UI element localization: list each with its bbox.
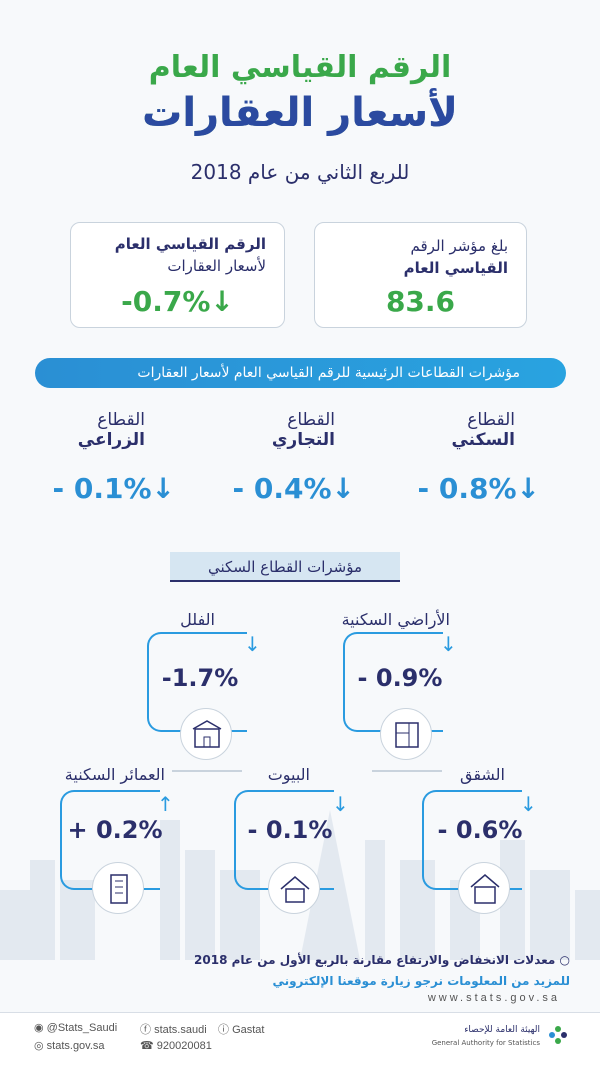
email-text: stats.gov.sa (46, 1040, 105, 1052)
phone-text: 920020081 (156, 1040, 212, 1052)
facebook-text: stats.saudi (154, 1024, 207, 1036)
sector-agricultural-value: - 0.1%↓ (52, 472, 176, 505)
item-house-value: - 0.1% (247, 816, 333, 844)
down-arrow-icon: ↓ (332, 792, 349, 816)
house-icon (268, 862, 320, 914)
building-icon (92, 862, 144, 914)
item-villa-value: -1.7% (161, 664, 239, 692)
org-name-ar: الهيئة العامة للإحصاء (464, 1025, 540, 1035)
linkedin-link[interactable]: ⓘ Gastat (218, 1024, 265, 1036)
sector-commercial-label2: التجاري (271, 430, 335, 450)
land-plan-icon (380, 708, 432, 760)
index-card: بلغ مؤشر الرقم القياسي العام 83.6 (314, 222, 527, 328)
sector-residential-label2: السكني (451, 430, 515, 450)
general-card-line2: لأسعار العقارات (167, 257, 266, 275)
item-apartment-label: الشقق (459, 765, 505, 784)
apartment-icon (458, 862, 510, 914)
website-link[interactable]: www.stats.gov.sa (427, 992, 560, 1004)
item-building-value: + 0.2% (67, 816, 163, 844)
villa-icon (180, 708, 232, 760)
gastat-logo-icon (549, 1026, 567, 1044)
sectors-bar: مؤشرات القطاعات الرئيسية للرقم القياسي ا… (35, 358, 566, 388)
footer: ◉ @Stats_Saudi ⓕ stats.saudi ⓘ Gastat ◎ … (0, 1012, 600, 1066)
sector-agricultural: القطاع الزراعي (5, 410, 145, 450)
residential-title: مؤشرات القطاع السكني (170, 552, 400, 582)
item-building-label: العمائر السكنية (64, 765, 165, 784)
divider (172, 770, 242, 772)
note-website: للمزيد من المعلومات نرجو زيارة موقعنا ال… (272, 974, 570, 988)
sector-residential-value: - 0.8%↓ (417, 472, 541, 505)
index-card-line1: بلغ مؤشر الرقم (410, 237, 508, 255)
sector-commercial-label1: القطاع (287, 410, 335, 430)
sector-commercial: القطاع التجاري (195, 410, 335, 450)
up-arrow-icon: ↑ (157, 792, 174, 816)
sector-residential: القطاع السكني (375, 410, 515, 450)
item-land-label: الأراضي السكنية (341, 610, 450, 629)
note-comparison: ○ معدلات الانخفاض والارتفاع مقارنة بالرب… (60, 953, 570, 967)
twitter-text: @Stats_Saudi (46, 1022, 118, 1034)
item-villa-label: الفلل (180, 610, 215, 629)
general-card-line1: الرقم القياسي العام (114, 235, 266, 253)
general-value: -0.7%↓ (121, 285, 234, 318)
sector-commercial-value: - 0.4%↓ (232, 472, 356, 505)
down-arrow-icon: ↓ (440, 632, 457, 656)
sector-agricultural-label1: القطاع (97, 410, 145, 430)
linkedin-text: Gastat (232, 1024, 265, 1036)
facebook-link[interactable]: ⓕ stats.saudi (140, 1024, 207, 1036)
title-line2: لأسعار العقارات (0, 90, 600, 136)
down-arrow-icon: ↓ (244, 632, 261, 656)
index-card-line2: القياسي العام (403, 259, 508, 277)
org-name-en: General Authority for Statistics (431, 1039, 540, 1047)
note-comparison-text: معدلات الانخفاض والارتفاع مقارنة بالربع … (194, 953, 556, 967)
twitter-handle[interactable]: ◉ @Stats_Saudi (34, 1022, 118, 1034)
index-value: 83.6 (385, 285, 456, 318)
item-house-label: البيوت (267, 765, 310, 784)
sector-residential-label1: القطاع (467, 410, 515, 430)
title-line1: الرقم القياسي العام (148, 50, 452, 85)
general-card: الرقم القياسي العام لأسعار العقارات -0.7… (70, 222, 285, 328)
down-arrow-icon: ↓ (520, 792, 537, 816)
sector-agricultural-label2: الزراعي (77, 430, 145, 450)
divider (372, 770, 442, 772)
item-land-value: - 0.9% (357, 664, 443, 692)
phone-link[interactable]: ☎ 920020081 (140, 1040, 212, 1052)
circle-bullet-icon: ○ (555, 953, 570, 967)
email-link[interactable]: ◎ stats.gov.sa (34, 1040, 105, 1052)
subtitle: للربع الثاني من عام 2018 (190, 160, 410, 184)
item-apartment-value: - 0.6% (437, 816, 523, 844)
